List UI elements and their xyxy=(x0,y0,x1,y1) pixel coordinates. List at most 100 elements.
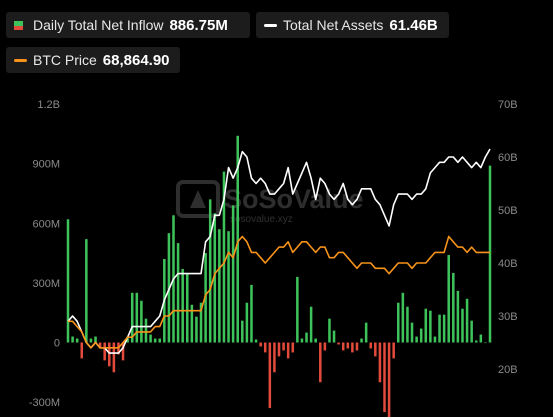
inflow-bar xyxy=(355,342,359,351)
inflow-bar xyxy=(424,308,428,343)
legend-assets-label: Total Net Assets xyxy=(283,17,384,33)
inflow-bar xyxy=(71,336,74,343)
inflow-bar xyxy=(231,205,235,343)
inflow-bar xyxy=(415,336,418,343)
total-net-assets-line xyxy=(67,148,491,354)
inflow-bar xyxy=(309,306,313,343)
inflow-bar xyxy=(121,342,125,361)
inflow-bar xyxy=(387,342,391,417)
inflow-bar xyxy=(268,342,272,409)
inflow-bar xyxy=(103,342,106,361)
right-tick-label: 50B xyxy=(498,205,518,217)
inflow-bar xyxy=(419,328,423,343)
legend-inflow-label: Daily Total Net Inflow xyxy=(33,17,164,33)
inflow-bar xyxy=(429,310,432,343)
inflow-bar xyxy=(351,342,354,353)
inflow-bar xyxy=(135,292,139,343)
inflow-bar xyxy=(396,302,400,343)
inflow-bar xyxy=(364,322,368,343)
btc-price-line xyxy=(68,235,490,349)
inflow-bar xyxy=(149,334,152,343)
inflow-bar xyxy=(236,135,239,343)
inflow-bar xyxy=(273,342,276,373)
inflow-bar xyxy=(222,171,226,343)
inflow-bar xyxy=(181,268,184,343)
right-tick-label: 30B xyxy=(498,311,518,323)
legend-btc[interactable]: BTC Price 68,864.90 xyxy=(6,47,180,73)
inflow-bar xyxy=(479,334,483,343)
inflow-bar xyxy=(314,338,317,343)
right-tick-label: 70B xyxy=(498,99,518,111)
left-tick-label: 900M xyxy=(32,159,60,171)
inflow-bar xyxy=(406,306,409,343)
right-tick-label: 40B xyxy=(498,258,518,270)
watermark-brand: SoSoValue xyxy=(224,184,364,214)
inflow-bar xyxy=(126,336,129,343)
legend-inflow[interactable]: Daily Total Net Inflow 886.75M xyxy=(6,12,250,38)
inflow-bar xyxy=(383,342,386,413)
inflow-bar xyxy=(89,338,93,343)
legend-btc-label: BTC Price xyxy=(33,52,97,68)
inflow-bar xyxy=(433,336,437,343)
inflow-bar xyxy=(474,340,478,343)
inflow-bar xyxy=(401,292,405,343)
inflow-bar xyxy=(461,308,464,343)
left-tick-label: 300M xyxy=(32,278,60,290)
inflow-bar xyxy=(190,304,194,343)
inflow-bar xyxy=(341,342,345,351)
inflow-bar xyxy=(108,342,111,367)
inflow-bar xyxy=(332,330,336,343)
inflow-bar xyxy=(153,338,157,343)
inflow-bar xyxy=(195,316,198,343)
inflow-bar xyxy=(442,314,446,343)
inflow-bar xyxy=(250,284,253,343)
inflow-bar xyxy=(199,302,203,343)
inflow-bar xyxy=(66,219,70,343)
inflow-bar xyxy=(438,314,441,343)
inflow-bar xyxy=(328,318,331,343)
btc-swatch-icon xyxy=(14,58,27,62)
inflow-bar xyxy=(346,342,350,349)
inflow-bar xyxy=(218,229,221,343)
inflow-bar xyxy=(227,231,230,343)
inflow-bar xyxy=(80,342,84,359)
inflow-bar xyxy=(337,342,340,345)
right-tick-label: 60B xyxy=(498,152,518,164)
inflow-bar xyxy=(140,300,143,343)
left-tick-label: 600M xyxy=(32,218,60,230)
inflow-bar xyxy=(277,342,281,357)
inflow-bar xyxy=(286,342,290,359)
watermark: SoSoValue sosovalue.xyz xyxy=(176,180,364,225)
inflow-bar xyxy=(98,342,102,349)
inflow-bar xyxy=(319,342,322,383)
inflow-swatch-icon xyxy=(14,20,23,30)
inflow-bar xyxy=(94,336,97,343)
left-tick-label: -300M xyxy=(29,397,60,409)
inflow-bar xyxy=(323,342,327,351)
inflow-bar xyxy=(213,213,217,343)
inflow-bar xyxy=(369,342,373,349)
inflow-bar xyxy=(75,338,79,343)
inflow-bar xyxy=(85,239,88,343)
inflow-bar xyxy=(456,290,460,343)
inflow-bar xyxy=(484,342,487,344)
inflow-bar xyxy=(360,338,363,343)
inflow-bar xyxy=(447,255,450,343)
right-tick-label: 20B xyxy=(498,364,518,376)
inflow-bar xyxy=(144,318,148,343)
legend-assets-value: 61.46B xyxy=(389,16,438,34)
inflow-bar xyxy=(176,243,180,343)
inflow-bar xyxy=(392,342,395,359)
inflow-bar xyxy=(245,302,249,343)
inflow-bar xyxy=(254,339,258,343)
legend-assets[interactable]: Total Net Assets 61.46B xyxy=(256,12,449,38)
assets-swatch-icon xyxy=(264,23,277,27)
left-tick-label: 0 xyxy=(54,338,60,350)
inflow-bar xyxy=(305,332,308,343)
legend-btc-value: 68,864.90 xyxy=(102,51,170,69)
inflow-bar xyxy=(374,342,377,357)
inflow-bar xyxy=(263,342,267,353)
inflow-bar xyxy=(185,272,189,343)
inflow-bar xyxy=(452,272,455,343)
inflow-bar xyxy=(158,338,162,343)
